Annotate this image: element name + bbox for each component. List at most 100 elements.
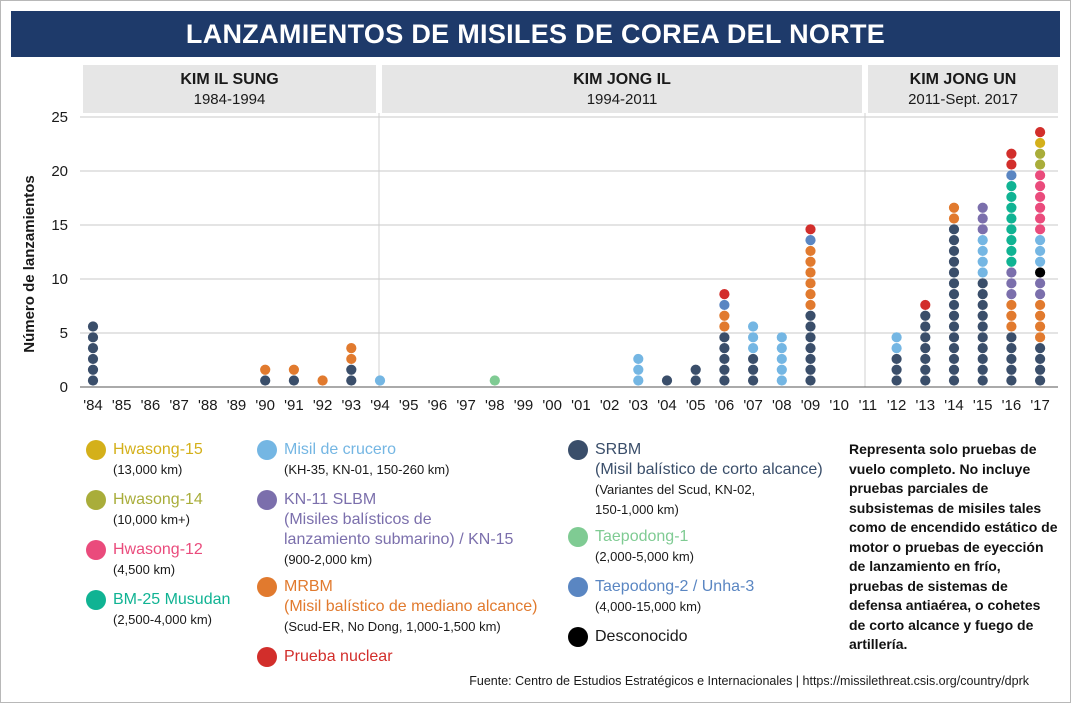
launch-dot-srbm [948,375,960,386]
x-tick-label: '01 [571,397,591,414]
footnote: Representa solo pruebas de vuelo complet… [849,441,1058,652]
launch-dot-srbm [948,256,960,267]
legend-name: SRBM [595,441,642,458]
legend-dot-hw15 [86,440,106,460]
launch-dot-mrbm [719,321,730,332]
launch-dot-srbm [805,343,816,354]
launch-dot-srbm [920,332,931,343]
legend-dot-nuclear [257,647,277,667]
launch-dot-srbm [87,332,99,343]
launch-dot-srbm [977,289,988,300]
launch-dot-mrbm [948,213,960,224]
launch-dot-srbm [87,321,99,332]
legend-name: lanzamiento submarino) / KN-15 [284,531,514,548]
legend-name: Taepodong-2 / Unha-3 [595,578,755,595]
launch-dot-nuclear [1006,159,1017,170]
launch-dot-bm25 [1006,245,1017,257]
launch-dot-srbm [1035,343,1046,354]
legend-name: Hwasong-14 [113,491,203,508]
legend-dot-cruise [257,440,277,460]
legend-dot-td1 [568,527,588,547]
era-band [382,65,862,113]
launch-dot-cruise [776,353,787,365]
legend-name: Hwasong-12 [113,541,203,558]
legend-range: (900-2,000 km) [284,552,373,567]
x-tick-label: '11 [859,397,877,414]
launch-dot-srbm [977,375,988,386]
legend-name: Taepodong-1 [595,528,689,545]
legend-name: KN-11 SLBM [284,491,377,508]
y-axis-label: Número de lanzamientos [21,175,38,353]
launch-dot-srbm [260,375,271,386]
launch-dot-mrbm [805,299,816,311]
launch-dot-srbm [690,364,701,375]
launch-dot-td1 [489,375,500,386]
x-tick-label: '87 [169,397,189,414]
x-tick-label: '96 [428,397,448,414]
launch-dot-srbm [288,375,299,386]
launch-dot-hw12 [1035,170,1046,181]
launch-dot-kn11 [977,224,988,235]
legend-name: MRBM [284,578,333,595]
launch-dot-hw12 [1035,181,1046,192]
x-tick-label: '95 [399,397,419,414]
launch-dot-td2 [719,299,730,311]
launch-dot-mrbm [805,245,816,257]
legend-range: (2,500-4,000 km) [113,612,212,627]
y-tick-label: 25 [51,109,68,126]
launch-dot-srbm [920,321,931,332]
launch-dot-srbm [948,364,960,375]
launch-dot-mrbm [805,289,816,300]
launch-dot-srbm [977,278,988,289]
launch-dot-srbm [1006,332,1017,343]
legend-name: BM-25 Musudan [113,591,231,608]
launch-dot-cruise [977,267,988,278]
launch-dot-nuclear [920,299,931,311]
launch-dot-kn11 [1035,278,1046,289]
launch-dot-cruise [748,321,759,332]
launch-dot-srbm [977,321,988,332]
x-tick-label: '89 [227,397,247,414]
legend-range: 150-1,000 km) [595,502,679,517]
launch-dot-bm25 [1006,202,1017,213]
launch-dot-hw14 [1035,148,1046,159]
x-tick-label: '94 [370,397,390,414]
launch-dot-srbm [948,299,960,311]
launch-dot-srbm [920,375,931,386]
launch-dot-nuclear [719,289,730,300]
launch-dot-cruise [1035,245,1046,257]
y-tick-label: 5 [60,325,68,342]
launch-dot-mrbm [346,343,357,354]
legend-name: Hwasong-15 [113,441,203,458]
legend-range: (10,000 km+) [113,512,190,527]
x-tick-label: '91 [284,397,304,414]
launch-dot-bm25 [1006,191,1017,203]
x-tick-label: '88 [198,397,218,414]
launch-dot-srbm [920,310,931,321]
launch-dot-td2 [1006,170,1017,181]
legend-dot-kn11 [257,490,277,510]
legend-range: (Scud-ER, No Dong, 1,000-1,500 km) [284,619,501,634]
legend-name: Prueba nuclear [284,648,393,665]
launch-dot-cruise [748,343,759,354]
launch-dot-srbm [805,375,816,386]
x-tick-label: '13 [916,397,936,414]
era-name: KIM JONG IL [573,71,671,88]
launch-dot-cruise [633,364,644,375]
launch-dot-srbm [891,353,902,365]
y-tick-label: 15 [51,217,68,234]
launch-dot-nuclear [1006,148,1017,159]
launch-dot-bm25 [1006,181,1017,192]
launch-dot-cruise [776,364,787,375]
x-tick-label: '90 [255,397,275,414]
launch-dot-kn11 [1006,267,1017,278]
legend-dot-hw14 [86,490,106,510]
x-tick-label: '03 [629,397,649,414]
era-name: KIM JONG UN [910,71,1017,88]
launch-dot-srbm [661,375,673,386]
launch-dot-unknown [1035,267,1046,278]
launch-dot-srbm [719,364,730,375]
era-band [868,65,1058,113]
launch-dot-srbm [977,343,988,354]
launch-dot-srbm [948,353,960,365]
